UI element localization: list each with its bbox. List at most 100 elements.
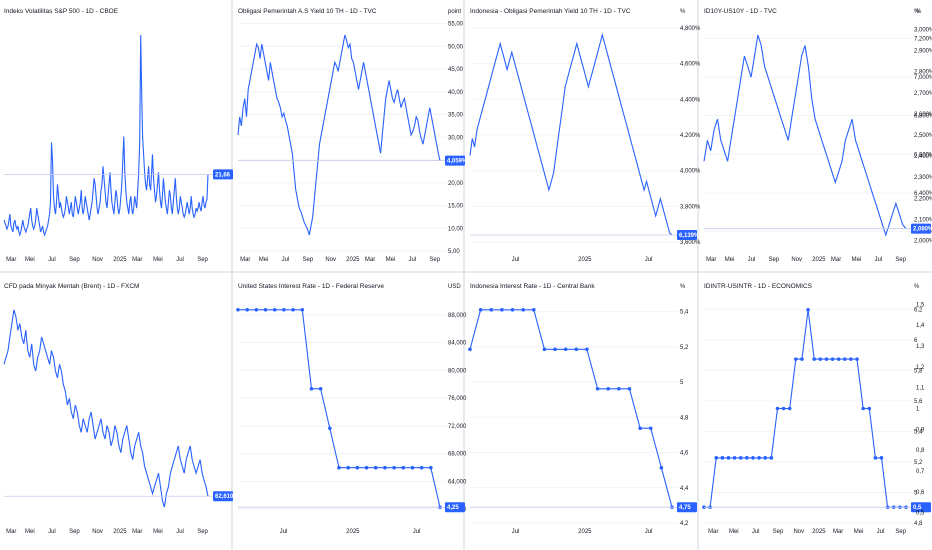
x-tick-label: Mei bbox=[725, 257, 735, 263]
chart-panel: Indeks Volatilitas S&P 500 - 1D - CBOE Ma… bbox=[3, 8, 233, 263]
series-line bbox=[469, 32, 673, 236]
x-tick-label: Sep bbox=[773, 529, 784, 535]
data-point bbox=[263, 307, 268, 312]
data-point bbox=[373, 465, 378, 470]
last-value-label: 2,080% bbox=[913, 227, 932, 233]
chart-title: United States Interest Rate - 1D - Feder… bbox=[238, 283, 384, 290]
data-point bbox=[500, 307, 504, 312]
chart-title: Indeks Volatilitas S&P 500 - 1D - CBOE bbox=[4, 8, 119, 15]
last-value-label: 0,5 bbox=[913, 505, 922, 511]
data-point bbox=[282, 307, 286, 312]
x-tick-label: Sep bbox=[69, 257, 80, 263]
data-point bbox=[738, 456, 743, 460]
y-tick-label: 30,00 bbox=[448, 135, 464, 141]
data-point bbox=[855, 357, 859, 361]
data-point bbox=[419, 465, 424, 470]
axis-unit: % bbox=[680, 9, 686, 15]
data-point bbox=[563, 347, 568, 352]
data-point bbox=[745, 456, 749, 460]
y-tick-label: 2,900% bbox=[914, 49, 932, 55]
data-point bbox=[606, 386, 611, 391]
y-tick-label: 5,4 bbox=[680, 310, 689, 316]
data-point bbox=[627, 386, 632, 391]
y-tick-label: 5 bbox=[680, 380, 684, 386]
x-tick-label: Nov bbox=[92, 257, 103, 263]
y-tick-label: 2,200% bbox=[914, 196, 932, 202]
last-value-badge bbox=[445, 502, 465, 513]
y-tick-label: 0,6 bbox=[916, 490, 925, 496]
x-tick-label: Jul bbox=[48, 529, 56, 535]
y-tick-label: 2,400% bbox=[914, 154, 932, 160]
x-tick-label: Nov bbox=[793, 529, 804, 535]
last-value-label: 21,66 bbox=[215, 172, 231, 178]
data-point bbox=[617, 386, 621, 391]
x-tick-label: Jul bbox=[176, 257, 184, 263]
x-tick-label: Jul bbox=[282, 257, 290, 263]
data-point bbox=[751, 456, 755, 460]
data-point bbox=[291, 307, 295, 312]
axis-unit: USD bbox=[448, 284, 461, 290]
data-point bbox=[531, 307, 536, 312]
x-tick-label: Mar bbox=[831, 257, 841, 263]
data-point bbox=[510, 307, 515, 312]
chart-panel: ID10Y-US10Y - 1D - TVC%6,200%6,400%6,600… bbox=[703, 8, 932, 263]
y-tick-label: 2,600% bbox=[914, 112, 932, 118]
data-point bbox=[806, 307, 810, 312]
y-tick-label: 5,2 bbox=[680, 345, 689, 351]
x-tick-label: Jul bbox=[413, 529, 421, 535]
x-tick-label: Sep bbox=[429, 257, 440, 263]
data-point bbox=[800, 357, 804, 361]
y-tick-label: 4,8 bbox=[680, 415, 689, 421]
data-point bbox=[836, 357, 841, 361]
series-line bbox=[3, 34, 209, 237]
y-tick-label: 6 bbox=[914, 338, 918, 344]
y-tick-label: 3,800% bbox=[680, 204, 701, 210]
x-tick-label: Jul bbox=[645, 529, 653, 535]
data-point bbox=[775, 406, 780, 411]
chart-panel: Indonesia Interest Rate - 1D - Central B… bbox=[468, 283, 697, 535]
y-tick-label: 76,000 bbox=[448, 396, 467, 402]
y-tick-label: 88,000 bbox=[448, 313, 467, 319]
y-tick-label: 1,4 bbox=[916, 323, 925, 329]
y-tick-label: 4,200% bbox=[680, 133, 701, 139]
y-tick-label: 3,000% bbox=[914, 28, 932, 34]
y-tick-label: 2,300% bbox=[914, 175, 932, 181]
axis-unit: % bbox=[914, 284, 920, 290]
y-tick-label: 64,000 bbox=[448, 479, 467, 485]
data-point bbox=[401, 465, 406, 470]
axis-unit: % bbox=[916, 9, 922, 15]
y-tick-label: 5,00 bbox=[448, 249, 460, 255]
data-point bbox=[781, 406, 786, 411]
chart-panel: Obligasi Pemerintah A.S Yield 10 TH - 1D… bbox=[237, 8, 468, 263]
data-point bbox=[787, 406, 792, 411]
y-tick-label: 45,00 bbox=[448, 67, 464, 73]
data-point bbox=[757, 456, 761, 460]
x-tick-label: Sep bbox=[895, 257, 906, 263]
x-tick-label: Sep bbox=[69, 529, 80, 535]
y-tick-label: 4,400% bbox=[680, 97, 701, 103]
x-tick-label: 2025 bbox=[578, 529, 592, 535]
chart-panel: IDINTR-USINTR - 1D - ECONOMICS % 4,8 5 5,2 5,… bbox=[702, 283, 931, 535]
chart-title: ID10Y-US10Y - 1D - TVC bbox=[704, 8, 777, 15]
y-tick-label: 2,500% bbox=[914, 133, 932, 139]
data-point bbox=[769, 456, 774, 460]
y-tick-label: 5,2 bbox=[914, 460, 923, 466]
axis-unit: point bbox=[448, 9, 461, 15]
data-point bbox=[794, 357, 798, 361]
x-tick-label: Jul bbox=[280, 529, 288, 535]
y-tick-label: 0,8 bbox=[916, 448, 925, 454]
data-point bbox=[542, 347, 547, 352]
chart-title: Indonesia - Obligasi Pemerintah Yield 10… bbox=[470, 8, 631, 15]
series-line bbox=[237, 34, 441, 236]
data-point bbox=[720, 456, 725, 460]
chart-title: CFD pada Minyak Mentah (Brent) - 1D - FX… bbox=[4, 283, 139, 290]
y-tick-label: 4,000% bbox=[680, 169, 701, 175]
data-point bbox=[867, 406, 872, 411]
chart-panel: United States Interest Rate - 1D - Feder… bbox=[236, 283, 467, 535]
x-tick-label: Mei bbox=[852, 257, 862, 263]
x-tick-label: Mar bbox=[833, 529, 843, 535]
data-point bbox=[842, 357, 847, 361]
x-tick-label: Mar bbox=[132, 257, 142, 263]
last-value-label: 4,059% bbox=[447, 159, 468, 165]
data-point bbox=[648, 426, 653, 431]
